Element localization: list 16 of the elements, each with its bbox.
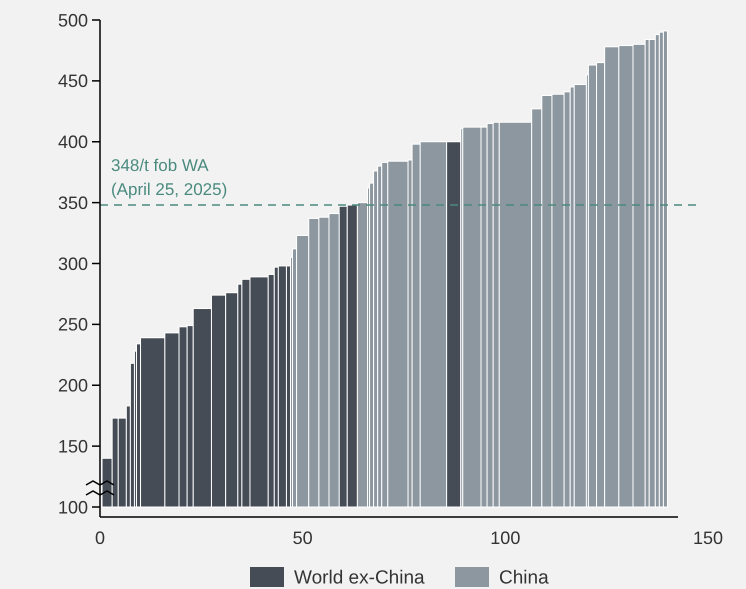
ref-line-label: 348/t fob WA (April 25, 2025) bbox=[111, 156, 228, 200]
x-tick-label: 150 bbox=[692, 528, 724, 548]
y-tick-label: 200 bbox=[58, 376, 88, 396]
y-tick-label: 100 bbox=[58, 497, 88, 518]
y-tick-label: 500 bbox=[58, 10, 88, 30]
y-tick-label: 150 bbox=[58, 436, 88, 456]
y-tick-label: 250 bbox=[58, 314, 88, 335]
x-tick-label: 50 bbox=[292, 528, 313, 548]
legend-label: World ex-China bbox=[294, 568, 426, 589]
legend-label: China bbox=[499, 568, 550, 589]
y-tick-label: 300 bbox=[58, 254, 88, 274]
x-tick-label: 100 bbox=[490, 528, 520, 548]
y-tick-label: 400 bbox=[58, 132, 88, 152]
y-tick-label: 350 bbox=[58, 192, 88, 213]
y-tick-label: 450 bbox=[58, 71, 88, 92]
x-tick-label: 0 bbox=[94, 528, 106, 548]
